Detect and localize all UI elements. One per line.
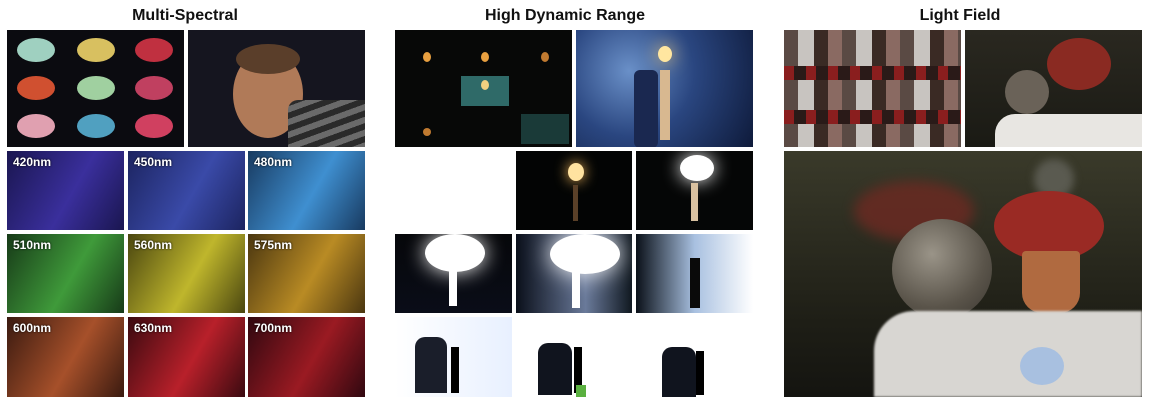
hdr-title: High Dynamic Range <box>484 7 646 24</box>
multispectral-portrait <box>188 30 365 147</box>
multispectral-title: Multi-Spectral <box>132 7 238 24</box>
hdr-exposure-2 <box>636 151 753 230</box>
band-label: 560nm <box>134 238 173 252</box>
band-label: 575nm <box>254 238 293 252</box>
band-tile-600: 600nm <box>7 317 124 397</box>
multispectral-raw-mosaic <box>7 30 184 147</box>
hdr-exposure-6 <box>395 317 512 397</box>
band-tile-575: 575nm <box>248 234 365 313</box>
hdr-exposure-3 <box>395 234 512 313</box>
band-label: 510nm <box>13 238 52 252</box>
band-label: 700nm <box>254 321 293 335</box>
band-tile-420: 420nm <box>7 151 124 230</box>
hdr-scene <box>576 30 753 147</box>
band-label: 480nm <box>254 155 293 169</box>
band-label: 420nm <box>13 155 52 169</box>
band-tile-510: 510nm <box>7 234 124 313</box>
band-tile-480: 480nm <box>248 151 365 230</box>
lightfield-refocused-large <box>784 151 1142 397</box>
band-tile-630: 630nm <box>128 317 245 397</box>
band-tile-450: 450nm <box>128 151 245 230</box>
hdr-exposure-5 <box>636 234 753 313</box>
lightfield-title: Light Field <box>919 7 1001 24</box>
band-label: 450nm <box>134 155 173 169</box>
hdr-raw-mosaic <box>395 30 572 147</box>
lightfield-scene-small <box>965 30 1142 147</box>
band-label: 630nm <box>134 321 173 335</box>
hdr-exposure-7 <box>516 317 632 397</box>
band-tile-700: 700nm <box>248 317 365 397</box>
hdr-exposure-4 <box>516 234 632 313</box>
band-label: 600nm <box>13 321 52 335</box>
band-tile-560: 560nm <box>128 234 245 313</box>
hdr-exposure-8 <box>636 317 753 397</box>
hdr-exposure-1 <box>516 151 632 230</box>
lightfield-raw-mosaic <box>784 30 961 147</box>
